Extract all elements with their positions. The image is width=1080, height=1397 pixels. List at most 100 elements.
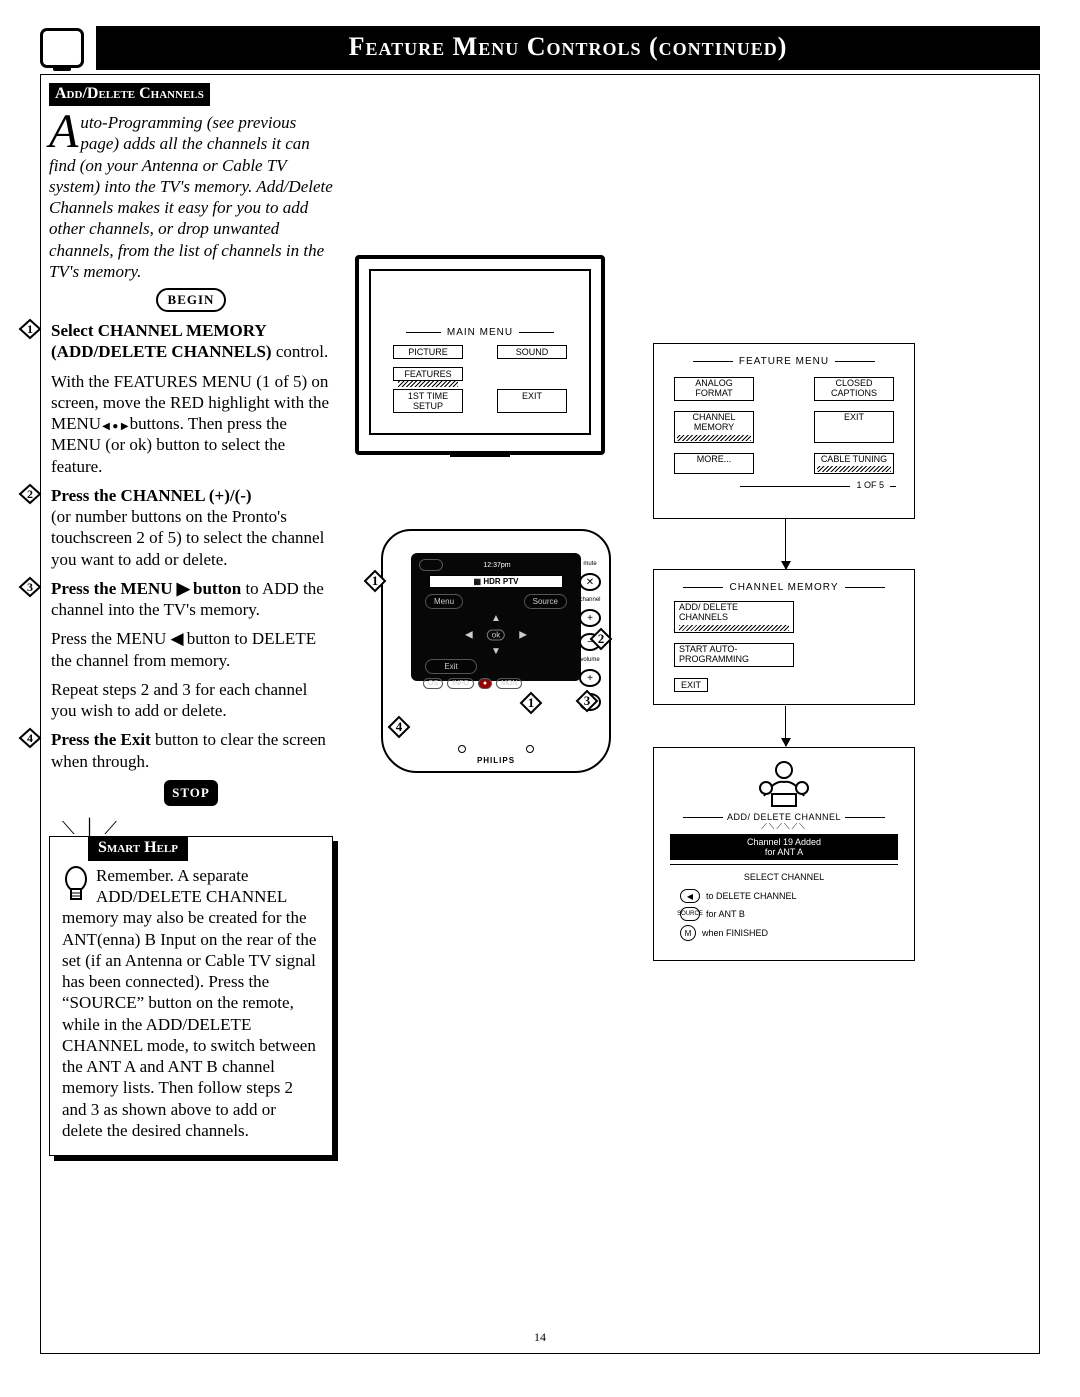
chmem-exit[interactable]: EXIT [674,678,708,692]
menu-nav-icon [105,420,125,434]
step-1-bold: Select CHANNEL MEMORY (ADD/DELETE CHANNE… [51,321,272,361]
callout-2: 2 [589,627,613,651]
remote-rec-pill[interactable]: ● [478,678,492,689]
feat-more[interactable]: MORE... [674,453,754,475]
step-3-p2: Press the MENU ◀ button to DELETE the ch… [51,628,333,671]
feat-cable[interactable]: CABLE TUNING [814,453,894,475]
right-arrow-icon: ▶ [177,578,189,590]
result-ticks-icon: ⟋⟍⟋⟍⟋⟍ [654,822,914,832]
step-3-marker: 3 [17,576,43,598]
step-3-p2a: Press the MENU [51,629,170,648]
lightbulb-icon [62,865,90,905]
channel-memory-title: CHANNEL MEMORY [654,582,914,593]
step-2-marker: 2 [17,483,43,505]
step-4-marker: 4 [17,727,43,749]
step-1: 1 Select CHANNEL MEMORY (ADD/DELETE CHAN… [49,320,333,477]
step-2-bold: Press the CHANNEL (+)/(-) [51,486,252,505]
stop-badge-row: STOP [49,780,333,806]
remote-dpad[interactable]: ▲ ▼ ◀ ▶ ok [461,615,531,655]
result-rule [670,864,898,865]
feat-chmem[interactable]: CHANNEL MEMORY [674,411,754,443]
content-frame: Add/Delete Channels Auto-Programming (se… [40,74,1040,1354]
left-key-icon: ◀ [680,889,700,903]
step-4-bold: Press the Exit [51,730,151,749]
step-1-tail: control. [272,342,329,361]
feature-menu-title: FEATURE MENU [654,356,914,367]
menu-setup[interactable]: 1ST TIME SETUP [393,389,463,413]
svg-text:3: 3 [584,693,591,708]
hint-delete-text: to DELETE CHANNEL [706,891,797,901]
step-3-p3: Repeat steps 2 and 3 for each channel yo… [51,679,333,722]
menu-picture[interactable]: PICTURE [393,345,463,359]
mute-label: mute [583,561,596,567]
remote-row-1: Menu Source [425,594,567,609]
m-key-icon: M [680,925,696,941]
remote-menu-button[interactable]: Menu [425,594,463,609]
dpad-up-icon[interactable]: ▲ [491,613,501,624]
svg-text:1: 1 [528,695,535,710]
step-3-bold-a: Press the MENU [51,579,177,598]
channel-label: channel [579,597,600,603]
feat-closed[interactable]: CLOSED CAPTIONS [814,377,894,401]
dpad-down-icon[interactable]: ▼ [491,646,501,657]
svg-text:2: 2 [27,487,33,501]
step-2: 2 Press the CHANNEL (+)/(-) (or number b… [49,485,333,570]
section-label: Add/Delete Channels [49,83,210,106]
remote-exit-button[interactable]: Exit [425,659,477,674]
step-3: 3 Press the MENU ▶ button to ADD the cha… [49,578,333,722]
dpad-left-icon[interactable]: ◀ [465,630,473,641]
remote-time: 12:37pm [483,562,510,569]
svg-text:4: 4 [27,731,33,745]
menu-features[interactable]: FEATURES [393,367,463,381]
channel-memory-grid: ADD/ DELETE CHANNELS START AUTO-PROGRAMM… [674,601,894,667]
flow-arrow-2 [785,706,786,746]
tv-main-menu-title: MAIN MENU [371,327,589,338]
smart-help-title: Smart Help [88,836,188,861]
page-title: Feature Menu Controls (continued) [96,26,1040,70]
dpad-right-icon[interactable]: ▶ [519,630,527,641]
step-4: 4 Press the Exit button to clear the scr… [49,729,333,772]
remote-os-pill[interactable]: OS [423,678,443,689]
source-key-icon: SOURCE [680,907,700,921]
svg-text:4: 4 [396,719,403,734]
feat-analog[interactable]: ANALOG FORMAT [674,377,754,401]
menu-exit[interactable]: EXIT [497,389,567,413]
remote-info-pill[interactable]: INFO [447,678,474,689]
svg-text:3: 3 [27,580,33,594]
remote-vol-up-button[interactable]: + [579,669,601,687]
remote-illustration: 12:37pm ▦ HDR PTV Menu Source ▲ ▼ ◀ ▶ ok [381,529,611,773]
hint-finished: M when FINISHED [680,925,888,941]
add-delete-result-panel: ADD/ DELETE CHANNEL ⟋⟍⟋⟍⟋⟍ Channel 19 Ad… [653,747,915,961]
remote-body: 12:37pm ▦ HDR PTV Menu Source ▲ ▼ ◀ ▶ ok [381,529,611,773]
callout-3: 3 [575,689,599,713]
remote-mute-button[interactable]: ✕ [579,573,601,591]
smart-help-text: Remember. A separate ADD/DELETE CHANNEL … [62,866,316,1140]
status-line-2: for ANT A [670,847,898,857]
remote-source-button[interactable]: Source [524,594,567,609]
feature-menu-grid: ANALOG FORMAT CABLE TUNING CLOSED CAPTIO… [674,377,894,474]
hint-source: SOURCE for ANT B [680,907,888,921]
remote-ch-up-button[interactable]: + [579,609,601,627]
result-title: ADD/ DELETE CHANNEL [654,812,914,822]
feature-page-indicator: 1 OF 5 [654,480,896,490]
volume-label: volume [580,657,599,663]
remote-hard-buttons [458,745,534,753]
chmem-adc[interactable]: ADD/ DELETE CHANNELS [674,601,794,633]
feature-menu-panel: FEATURE MENU ANALOG FORMAT CABLE TUNING … [653,343,915,519]
menu-sound[interactable]: SOUND [497,345,567,359]
remote-mon-pill[interactable]: MON [496,678,522,689]
tv-screen: MAIN MENU PICTURE SOUND FEATURES 1ST TIM… [369,269,591,435]
feat-exit[interactable]: EXIT [814,411,894,443]
hint-delete: ◀ to DELETE CHANNEL [680,889,888,903]
page: Feature Menu Controls (continued) Add/De… [0,0,1080,1397]
left-column: Add/Delete Channels Auto-Programming (se… [41,75,341,1156]
hint-source-text: for ANT B [706,909,745,919]
channel-memory-panel: CHANNEL MEMORY ADD/ DELETE CHANNELS STAR… [653,569,915,705]
chmem-start[interactable]: START AUTO-PROGRAMMING [674,643,794,667]
flow-arrow-1 [785,519,786,569]
remote-ok-button[interactable]: ok [487,630,505,641]
hint-finished-text: when FINISHED [702,928,768,938]
remote-brand: PHILIPS [477,756,515,765]
tv-icon [40,28,84,68]
title-bar-wrap: Feature Menu Controls (continued) [40,26,1040,70]
